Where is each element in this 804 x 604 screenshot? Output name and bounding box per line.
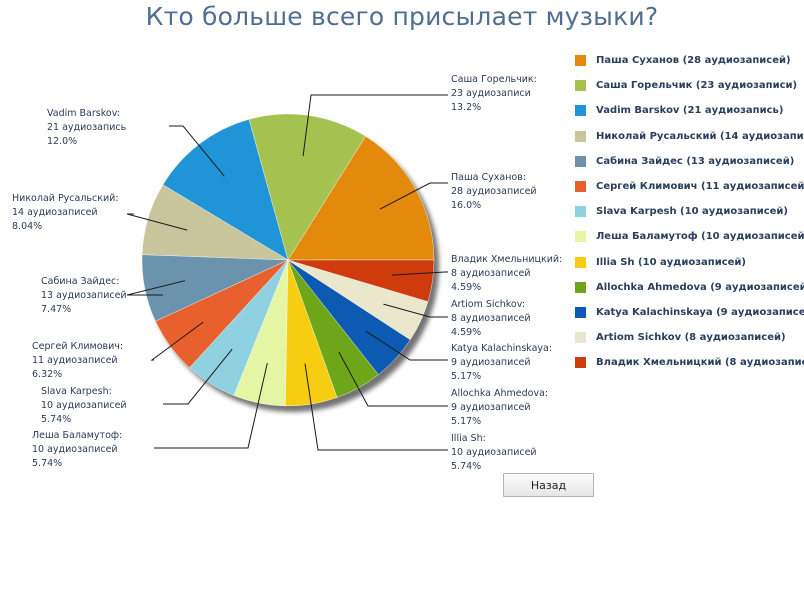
leader-line: [391, 271, 448, 276]
leader-line: [365, 330, 448, 361]
data-label: 8 аудиозаписей: [451, 313, 531, 324]
data-label: Vadim Barskov:: [47, 108, 120, 119]
leader-line: [338, 351, 448, 407]
data-label: 14 аудиозаписей: [12, 207, 98, 218]
leader-line: [304, 363, 448, 451]
legend-item: Katya Kalachinskaya (9 аудиозаписей): [575, 306, 804, 331]
data-label: 23 аудиозаписи: [451, 88, 531, 99]
data-label: Владик Хмельницкий:: [451, 254, 562, 265]
data-label: 8 аудиозаписей: [451, 268, 531, 279]
leader-line: [383, 303, 448, 318]
data-label: Katya Kalachinskaya:: [451, 343, 552, 354]
chart-legend: Паша Суханов (28 аудиозаписей) Саша Горел…: [575, 54, 804, 381]
legend-label: Artiom Sichkov (8 аудиозаписей): [596, 332, 786, 344]
legend-swatch: [575, 332, 586, 344]
legend-item: Сергей Климович (11 аудиозаписей): [575, 180, 804, 205]
legend-swatch: [575, 105, 586, 117]
legend-label: Сабина Зайдес (13 аудиозаписей): [596, 155, 795, 167]
legend-label: Сергей Климович (11 аудиозаписей): [596, 180, 804, 192]
legend-swatch: [575, 130, 586, 142]
legend-item: Allochka Ahmedova (9 аудиозаписей): [575, 281, 804, 306]
leader-line: [169, 125, 225, 177]
data-label: 8.04%: [12, 221, 42, 232]
legend-label: Slava Karpesh (10 аудиозаписей): [596, 206, 788, 218]
leader-line: [379, 182, 448, 210]
data-label: Сергей Климович:: [32, 341, 123, 352]
data-label: Slava Karpesh:: [41, 386, 112, 397]
data-label: 6.32%: [32, 369, 62, 380]
data-label: 11 аудиозаписей: [32, 355, 118, 366]
legend-label: Саша Горельчик (23 аудиозаписи): [596, 80, 798, 92]
legend-item: Паша Суханов (28 аудиозаписей): [575, 54, 804, 79]
leader-line: [163, 348, 233, 405]
legend-swatch: [575, 357, 586, 369]
data-label: 5.17%: [451, 371, 481, 382]
pie-slice[interactable]: [248, 113, 366, 261]
data-label: 13 аудиозаписей: [41, 290, 127, 301]
legend-item: Сабина Зайдес (13 аудиозаписей): [575, 155, 804, 180]
legend-swatch: [575, 256, 586, 268]
legend-item: Леша Баламутоф (10 аудиозаписей): [575, 230, 804, 255]
data-label: 10 аудиозаписей: [32, 444, 118, 455]
data-label: 4.59%: [451, 327, 481, 338]
data-label: 9 аудиозаписей: [451, 357, 531, 368]
legend-label: Паша Суханов (28 аудиозаписей): [596, 55, 791, 66]
legend-label: Леша Баламутоф (10 аудиозаписей): [596, 231, 804, 243]
data-label: 21 аудиозапись: [47, 122, 127, 133]
data-label: Леша Баламутоф:: [32, 430, 122, 441]
data-label: 7.47%: [41, 304, 71, 315]
legend-label: Николай Русальский (14 аудиозаписей): [596, 130, 804, 142]
legend-swatch: [575, 180, 586, 192]
leader-line: [154, 362, 268, 449]
data-label: 16.0%: [451, 200, 481, 211]
legend-swatch: [575, 155, 586, 167]
data-label: Саша Горельчик:: [451, 74, 537, 85]
data-label: 4.59%: [451, 282, 481, 293]
legend-item: Саша Горельчик (23 аудиозаписи): [575, 79, 804, 104]
pie-slice[interactable]: [287, 136, 435, 261]
legend-swatch: [575, 80, 586, 92]
data-label: 5.74%: [451, 461, 481, 470]
data-label: Allochka Ahmedova:: [451, 388, 548, 399]
back-button[interactable]: Назад: [503, 473, 594, 497]
legend-swatch: [575, 55, 586, 66]
legend-label: Katya Kalachinskaya (9 аудиозаписей): [596, 306, 804, 318]
legend-label: Владик Хмельницкий (8 аудиозаписей): [596, 357, 804, 369]
data-label: 5.74%: [32, 458, 62, 469]
data-label: Паша Суханов:: [451, 172, 526, 183]
legend-item: Slava Karpesh (10 аудиозаписей): [575, 205, 804, 230]
legend-item: Vadim Barskov (21 аудиозапись): [575, 104, 804, 129]
legend-label: Allochka Ahmedova (9 аудиозаписей): [596, 281, 804, 293]
leader-line: [126, 213, 188, 231]
leader-line: [302, 94, 448, 157]
data-label: 28 аудиозаписей: [451, 186, 537, 197]
pie-slice[interactable]: [162, 119, 289, 261]
data-label: 9 аудиозаписей: [451, 402, 531, 413]
data-label: 10 аудиозаписей: [41, 400, 127, 411]
legend-item: Illia Sh (10 аудиозаписей): [575, 256, 804, 281]
data-label: 5.74%: [41, 414, 71, 425]
data-label: Artiom Sichkov:: [451, 299, 525, 310]
data-label: 5.17%: [451, 416, 481, 427]
legend-label: Illia Sh (10 аудиозаписей): [596, 256, 746, 268]
data-label: 10 аудиозаписей: [451, 447, 537, 458]
chart-title: Кто больше всего присылает музыки?: [145, 2, 659, 31]
legend-label: Vadim Barskov (21 аудиозапись): [596, 105, 784, 117]
data-label: Николай Русальский:: [12, 193, 119, 204]
data-label: 13.2%: [451, 102, 481, 113]
pie-slice[interactable]: [287, 259, 435, 302]
data-label: Illia Sh:: [451, 433, 486, 444]
pie-chart: Паша Суханов: 28 аудиозаписей 16.0% Саша Го…: [12, 74, 562, 470]
legend-swatch: [575, 231, 586, 243]
legend-swatch: [575, 281, 586, 293]
data-label: Сабина Зайдес:: [41, 276, 119, 287]
legend-item: Artiom Sichkov (8 аудиозаписей): [575, 331, 804, 356]
data-label: 12.0%: [47, 136, 77, 147]
leader-line: [150, 321, 204, 361]
legend-swatch: [575, 206, 586, 218]
leader-line: [126, 280, 186, 296]
legend-item: Николай Русальский (14 аудиозаписей): [575, 130, 804, 155]
legend-swatch: [575, 306, 586, 318]
legend-item: Владик Хмельницкий (8 аудиозаписей): [575, 356, 804, 381]
